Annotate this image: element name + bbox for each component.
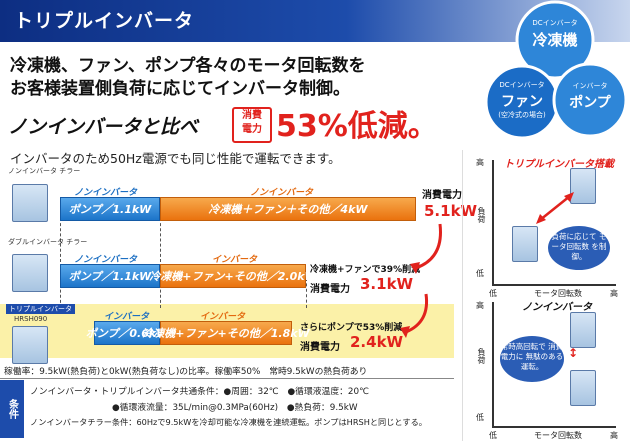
- row1-other-bar: 冷凍機＋ファン＋その他／4kW: [160, 197, 416, 221]
- row3-device-label: トリプルインバータ: [6, 304, 75, 314]
- arrow-head: [410, 262, 420, 274]
- top-chart-title: トリプルインバータ搭載: [504, 159, 614, 170]
- row1-device-label: ノンインバータ チラー: [8, 167, 81, 175]
- row3-orange-tag: インバータ: [200, 312, 246, 322]
- row2-note: 冷凍機+ファンで39%削減: [310, 265, 421, 275]
- chiller-icon: [12, 326, 48, 364]
- bottom-chart-y-axis: [492, 302, 494, 426]
- top-x-low: 低: [489, 289, 497, 298]
- top-chart-x-axis: [492, 284, 616, 286]
- inverter-circles: [484, 0, 628, 140]
- top-chart-y-axis: [492, 160, 494, 284]
- guide-line: [306, 278, 307, 308]
- badge-line-2: 電力: [242, 124, 262, 135]
- right-panel: [462, 150, 630, 441]
- row3-device-model: HRSH090: [14, 315, 48, 323]
- subheadline: インバータのため50Hz電源でも同じ性能で運転できます。: [10, 151, 341, 166]
- bottom-y-low: 低: [476, 413, 484, 422]
- fan-circle-note: (空冷式の場合): [498, 111, 546, 119]
- row3-power-value: 2.4kW: [350, 333, 404, 351]
- top-y-low: 低: [476, 269, 484, 278]
- conditions-line-2: ●循環液流量：35L/min@0.3MPa(60Hz) ●熱負荷：9.5kW: [112, 403, 358, 413]
- comparison-lead: ノンインバータと比べ: [8, 116, 199, 138]
- badge-line-1: 消費: [242, 110, 262, 121]
- pump-circle-label: ポンプ: [569, 95, 611, 111]
- bottom-chart-x-axis: [492, 426, 616, 428]
- row1-blue-tag: ノンインバータ: [74, 188, 138, 198]
- freezer-circle-label: 冷凍機: [532, 31, 578, 49]
- reduction-arrows: [400, 223, 442, 338]
- freezer-circle-small: DCインバータ: [532, 19, 578, 27]
- row3-blue-tag: インバータ: [104, 312, 150, 322]
- bottom-chart-bubble: 常時高回転で 消費電力に 無駄のある運転。: [500, 336, 564, 382]
- row2-device-label: ダブルインバータ チラー: [8, 238, 88, 246]
- top-y-axis-label: 負荷: [477, 207, 486, 223]
- row2-blue-tag: ノンインバータ: [74, 255, 138, 265]
- chiller-icon: [570, 168, 596, 204]
- reduction-percent: 53%低減。: [276, 109, 438, 144]
- row2-pump-bar: ポンプ／1.1kW: [60, 264, 160, 288]
- row2-other-bar: 冷凍機+ファン+その他／2.0kW: [149, 264, 317, 288]
- row3-power-label: 消費電力: [300, 342, 340, 353]
- fan-circle-small: DCインバータ: [499, 81, 545, 89]
- arrow-curve: [415, 223, 442, 270]
- row3-other-bar: 冷凍機+ファン+その他／1.8kW: [142, 321, 310, 345]
- chiller-icon: [512, 226, 538, 262]
- top-y-high: 高: [476, 158, 484, 167]
- bottom-chart-title: ノンインバータ: [522, 302, 592, 313]
- row1-orange-tag: ノンインバータ: [250, 188, 314, 198]
- bottom-x-axis-label: モータ回転数: [534, 431, 582, 440]
- top-chart-arrow: [536, 192, 574, 224]
- divider: [0, 378, 454, 379]
- chiller-icon: [12, 184, 48, 222]
- row2-power-label: 消費電力: [310, 284, 350, 295]
- arrow-head: [400, 326, 410, 338]
- guide-line: [160, 218, 161, 308]
- bottom-x-low: 低: [489, 431, 497, 440]
- chiller-icon: [570, 312, 596, 348]
- footnote: 稼働率：9.5kW(熱負荷)と0kW(熱負荷なし)の比率。稼働率50% 常時9.…: [4, 367, 368, 377]
- bottom-y-high: 高: [476, 301, 484, 310]
- top-x-axis-label: モータ回転数: [534, 289, 582, 298]
- power-badge: 消費 電力: [232, 107, 272, 143]
- row3-pump-bar: ポンプ／0.6kW: [86, 321, 168, 345]
- bottom-y-axis-label: 負荷: [477, 348, 486, 364]
- row2-orange-tag: インバータ: [212, 255, 258, 265]
- bottom-x-high: 高: [610, 431, 618, 440]
- top-x-high: 高: [610, 289, 618, 298]
- conditions-line-3: ノンインバータチラー条件：60Hzで9.5kWを冷却可能な冷凍機を連続運転。ポン…: [30, 417, 427, 427]
- row1-power-label: 消費電力: [422, 190, 462, 201]
- chiller-icon: [570, 370, 596, 406]
- pump-circle-small: インバータ: [572, 82, 608, 90]
- bottom-chart-arrow: ↕: [568, 346, 579, 360]
- page-title: トリプルインバータ: [14, 10, 195, 32]
- fan-circle-label: ファン: [501, 94, 543, 110]
- freezer-circle: [515, 0, 595, 80]
- row1-pump-bar: ポンプ／1.1kW: [60, 197, 160, 221]
- conditions-label: 条件: [0, 380, 24, 438]
- headline-line-2: お客様装置側負荷に応じてインバータ制御。: [10, 79, 350, 99]
- row2-power-value: 3.1kW: [360, 275, 414, 293]
- row3-note: さらにポンプで53%削減: [300, 323, 403, 333]
- chiller-icon: [12, 254, 48, 292]
- arrow-curve: [405, 293, 429, 334]
- row1-power-value: 5.1kW: [424, 202, 478, 220]
- conditions-line-1: ノンインバータ・トリプルインバータ共通条件：●周囲：32℃ ●循環液温度：20℃: [30, 387, 369, 397]
- guide-line: [60, 218, 61, 308]
- top-chart-bubble: 負荷に応じて モータ回転数 を制御。: [548, 226, 610, 270]
- headline-line-1: 冷凍機、ファン、ポンプ各々のモータ回転数を: [10, 56, 366, 76]
- pump-circle: [552, 62, 628, 138]
